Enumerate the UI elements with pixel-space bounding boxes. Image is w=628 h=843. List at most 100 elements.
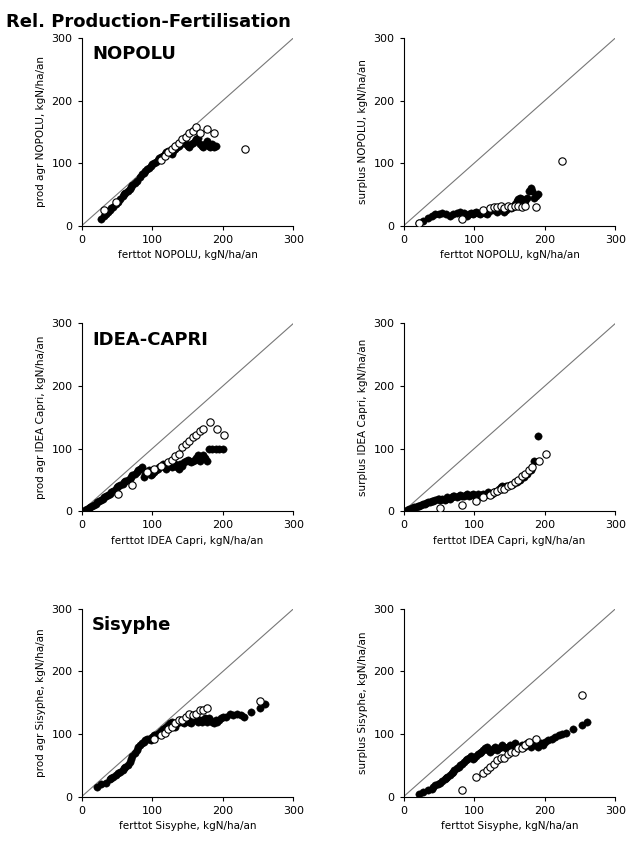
Point xyxy=(105,203,115,217)
Point xyxy=(469,207,479,220)
Point xyxy=(550,730,560,744)
Point xyxy=(209,716,219,729)
Point xyxy=(193,132,203,145)
Point xyxy=(203,711,214,725)
Point xyxy=(504,200,514,213)
Point xyxy=(96,777,106,791)
Point xyxy=(489,741,499,754)
Point xyxy=(482,207,492,221)
Point xyxy=(489,486,499,499)
Point xyxy=(476,207,486,220)
Point xyxy=(154,460,165,474)
Point xyxy=(186,137,196,151)
Point xyxy=(430,493,440,507)
Point xyxy=(499,751,509,765)
Point xyxy=(127,749,138,763)
Point xyxy=(212,422,222,435)
Point xyxy=(531,200,541,213)
Point xyxy=(149,465,159,479)
Point xyxy=(129,467,139,481)
Point xyxy=(501,480,511,493)
Point xyxy=(457,212,467,226)
Point xyxy=(129,746,139,760)
Point xyxy=(191,713,201,727)
Point xyxy=(117,477,127,491)
Point xyxy=(452,491,462,504)
Point xyxy=(183,711,193,725)
Point xyxy=(515,473,525,486)
Point xyxy=(478,203,488,217)
Point xyxy=(188,454,198,468)
Point xyxy=(448,489,458,502)
Point xyxy=(113,487,123,501)
Point xyxy=(195,137,205,151)
Point xyxy=(124,755,134,769)
Point xyxy=(126,752,136,765)
Point xyxy=(151,464,161,477)
Point xyxy=(478,743,488,756)
Point xyxy=(205,416,215,429)
Point xyxy=(506,745,516,759)
Point xyxy=(519,196,529,209)
Point xyxy=(134,462,144,475)
Point xyxy=(435,502,445,515)
Point xyxy=(190,453,200,466)
Point xyxy=(504,738,514,752)
Point xyxy=(527,460,537,474)
Point xyxy=(198,704,208,717)
Point xyxy=(480,741,490,754)
Point xyxy=(485,487,495,501)
Point xyxy=(457,784,467,797)
Point xyxy=(111,768,121,781)
Point xyxy=(254,695,264,708)
Point xyxy=(172,460,182,474)
Point xyxy=(482,487,492,501)
Point xyxy=(489,200,499,213)
Point xyxy=(140,467,150,481)
Point xyxy=(200,137,210,151)
Text: Sisyphe: Sisyphe xyxy=(92,616,171,634)
Point xyxy=(127,179,138,192)
Point xyxy=(510,199,520,212)
Point xyxy=(409,501,420,514)
Point xyxy=(420,497,430,510)
Point xyxy=(452,762,462,776)
Point xyxy=(485,488,495,502)
Point xyxy=(536,737,546,750)
Point xyxy=(430,779,440,792)
Point xyxy=(168,459,178,473)
Point xyxy=(513,473,523,486)
Point xyxy=(458,490,468,503)
Point xyxy=(476,745,486,759)
X-axis label: ferttot IDEA Capri, kgN/ha/an: ferttot IDEA Capri, kgN/ha/an xyxy=(111,536,264,545)
Point xyxy=(137,460,147,474)
Point xyxy=(494,482,504,496)
Point xyxy=(99,210,109,223)
Point xyxy=(161,462,171,475)
Point xyxy=(531,733,541,746)
Point xyxy=(470,205,480,218)
Point xyxy=(156,153,166,167)
Point xyxy=(175,458,185,471)
Point xyxy=(260,697,270,711)
Point xyxy=(122,185,133,198)
Point xyxy=(89,498,99,512)
Point xyxy=(175,713,185,727)
Point xyxy=(193,448,203,462)
Point xyxy=(466,207,476,220)
Point xyxy=(116,765,126,778)
Point xyxy=(101,776,111,790)
Point xyxy=(445,492,455,506)
Point xyxy=(183,453,193,466)
X-axis label: ferttot IDEA Capri, kgN/ha/an: ferttot IDEA Capri, kgN/ha/an xyxy=(433,536,586,545)
Point xyxy=(174,715,184,728)
Point xyxy=(121,475,131,488)
Point xyxy=(484,743,494,756)
Point xyxy=(160,726,170,739)
Point xyxy=(503,201,513,215)
Point xyxy=(129,176,139,190)
Point xyxy=(513,199,523,212)
Point xyxy=(462,210,472,223)
Point xyxy=(517,470,528,483)
Point xyxy=(487,203,497,217)
